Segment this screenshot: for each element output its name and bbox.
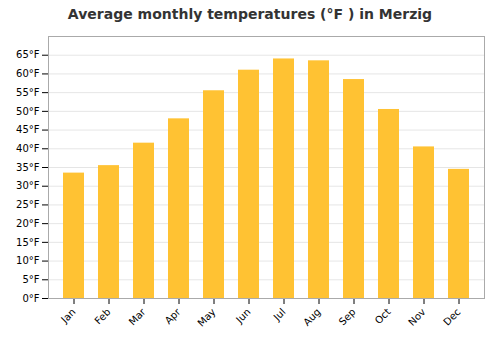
svg-text:Jun: Jun: [233, 306, 253, 326]
svg-text:45°F: 45°F: [16, 124, 40, 135]
svg-text:10°F: 10°F: [16, 255, 40, 266]
svg-text:Jan: Jan: [58, 306, 77, 325]
svg-text:35°F: 35°F: [16, 162, 40, 173]
svg-text:65°F: 65°F: [16, 49, 40, 60]
svg-text:40°F: 40°F: [16, 143, 40, 154]
html-text:Average monthly temperatures (: Average monthly temperatures (°F ) in Me…: [67, 6, 433, 22]
svg-text:55°F: 55°F: [16, 87, 40, 98]
svg-text:May: May: [195, 306, 217, 328]
svg-text:25°F: 25°F: [16, 199, 40, 210]
svg-text:Nov: Nov: [406, 306, 428, 328]
svg-text:30°F: 30°F: [16, 180, 40, 191]
svg-text:Apr: Apr: [163, 306, 184, 327]
svg-text:Mar: Mar: [127, 306, 149, 328]
svg-text:Feb: Feb: [92, 306, 112, 326]
svg-text:Sep: Sep: [337, 306, 358, 327]
svg-text:15°F: 15°F: [16, 237, 40, 248]
svg-text:Dec: Dec: [441, 306, 462, 327]
svg-text:50°F: 50°F: [16, 106, 40, 117]
svg-text:60°F: 60°F: [16, 68, 40, 79]
svg-text:Oct: Oct: [373, 306, 393, 326]
svg-text:Aug: Aug: [301, 306, 323, 328]
svg-text:0°F: 0°F: [22, 293, 39, 304]
svg-text:20°F: 20°F: [16, 218, 40, 229]
svg-text:Jul: Jul: [271, 306, 288, 323]
svg-text:5°F: 5°F: [22, 274, 39, 285]
